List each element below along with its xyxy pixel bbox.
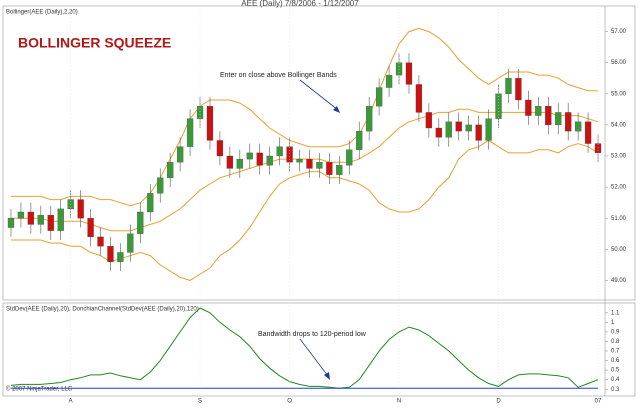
candle-body xyxy=(565,112,572,132)
candle-body xyxy=(117,252,124,262)
y-tick-label: 1 xyxy=(611,320,615,326)
candle-body xyxy=(375,87,383,107)
candle-body xyxy=(425,112,433,129)
candle-body xyxy=(475,124,482,141)
arrow-head xyxy=(333,106,340,113)
candle-body xyxy=(37,214,44,225)
candle-body xyxy=(445,121,452,138)
candle-body xyxy=(535,106,542,116)
candle-body xyxy=(306,158,313,169)
annotation-arrow xyxy=(299,79,339,111)
candle-body xyxy=(176,146,184,163)
y-tick-label: 56.00 xyxy=(611,60,627,66)
panel-label: StdDev(AEE (Daily),20), DonchianChannel(… xyxy=(6,307,199,313)
candle-body xyxy=(505,78,512,94)
x-tick-label: O xyxy=(287,399,292,405)
candle-body xyxy=(256,152,263,166)
y-tick-label: 55.00 xyxy=(611,91,627,97)
headline: BOLLINGER SQUEEZE xyxy=(18,35,171,51)
candle-body xyxy=(87,218,94,238)
candle-body xyxy=(485,118,492,141)
y-tick-label: 57.00 xyxy=(611,29,627,35)
panel-label: Bollinger(AEE (Daily),2,20) xyxy=(6,10,78,16)
candle-body xyxy=(385,74,393,88)
candle-body xyxy=(147,193,154,213)
y-tick-label: 1.1 xyxy=(611,310,620,316)
candle-body xyxy=(555,112,562,126)
x-tick-label: A xyxy=(69,399,73,405)
candle-body xyxy=(465,124,472,132)
candle-body xyxy=(545,106,552,126)
candle-body xyxy=(127,233,134,253)
x-tick-label: 07 xyxy=(595,399,602,405)
candle-body xyxy=(246,152,253,160)
copyright: © 2007 NinjaTrader, LLC xyxy=(6,386,73,393)
x-tick-label: N xyxy=(397,399,401,405)
annotation: Enter on close above Bollinger Bands xyxy=(220,72,337,79)
candle-body xyxy=(216,140,224,157)
y-tick-label: 0.8 xyxy=(611,339,620,345)
candle-body xyxy=(157,177,164,194)
y-tick-label: 50.00 xyxy=(611,247,627,253)
candle-body xyxy=(336,165,343,175)
arrow-head xyxy=(324,372,330,380)
y-tick-label: 0.7 xyxy=(611,349,620,355)
candle-body xyxy=(47,214,54,231)
candle-body xyxy=(346,149,353,166)
price-panel-frame xyxy=(2,5,636,301)
candle-body xyxy=(455,121,462,132)
candle-body xyxy=(206,106,214,141)
x-tick-label: S xyxy=(198,399,202,405)
line-series xyxy=(10,307,599,389)
candle-body xyxy=(107,246,114,262)
line-series xyxy=(11,27,598,207)
indicator-panel-frame xyxy=(2,302,636,397)
candle-body xyxy=(395,62,403,76)
candle-body xyxy=(97,236,104,247)
candle-body xyxy=(316,162,323,169)
candle-body xyxy=(196,106,204,119)
candle-body xyxy=(415,84,423,113)
candle-body xyxy=(17,211,25,219)
annotation-arrow xyxy=(299,338,329,377)
candle-body xyxy=(266,155,273,166)
candle-body xyxy=(515,78,522,101)
candle-body xyxy=(366,106,373,132)
y-tick-label: 53.00 xyxy=(611,154,627,160)
candle-body xyxy=(137,211,144,234)
y-tick-label: 49.00 xyxy=(611,278,627,284)
candle-body xyxy=(525,99,532,116)
y-tick-label: 0.3 xyxy=(611,387,620,393)
candle-body xyxy=(296,158,303,163)
candle-body xyxy=(356,130,363,150)
candle-body xyxy=(594,143,602,154)
candle-body xyxy=(435,127,442,138)
y-tick-label: 0.9 xyxy=(611,329,620,335)
candle-body xyxy=(167,162,174,178)
annotation: Bandwidth drops to 120-period low xyxy=(258,331,367,338)
candle-body xyxy=(405,62,413,85)
candle-body xyxy=(77,199,84,219)
x-tick-label: D xyxy=(496,399,501,405)
candle-body xyxy=(186,118,194,147)
candle-body xyxy=(27,211,35,225)
y-tick-label: 54.00 xyxy=(611,122,627,128)
candle-body xyxy=(57,208,64,231)
chart-title: AEE (Daily) 7/8/2006 - 1/12/2007 xyxy=(241,0,359,8)
candle-body xyxy=(326,162,333,175)
y-tick-label: 51.00 xyxy=(611,216,627,222)
candle-body xyxy=(236,158,243,169)
y-tick-label: 52.00 xyxy=(611,185,627,191)
y-tick-label: 0.5 xyxy=(611,368,620,374)
y-tick-label: 0.6 xyxy=(611,358,620,364)
y-tick-label: 0.4 xyxy=(611,377,620,383)
candle-body xyxy=(226,155,234,169)
candle-body xyxy=(276,146,283,157)
candle-body xyxy=(584,121,592,144)
candle-body xyxy=(7,218,15,228)
candle-body xyxy=(574,121,582,132)
